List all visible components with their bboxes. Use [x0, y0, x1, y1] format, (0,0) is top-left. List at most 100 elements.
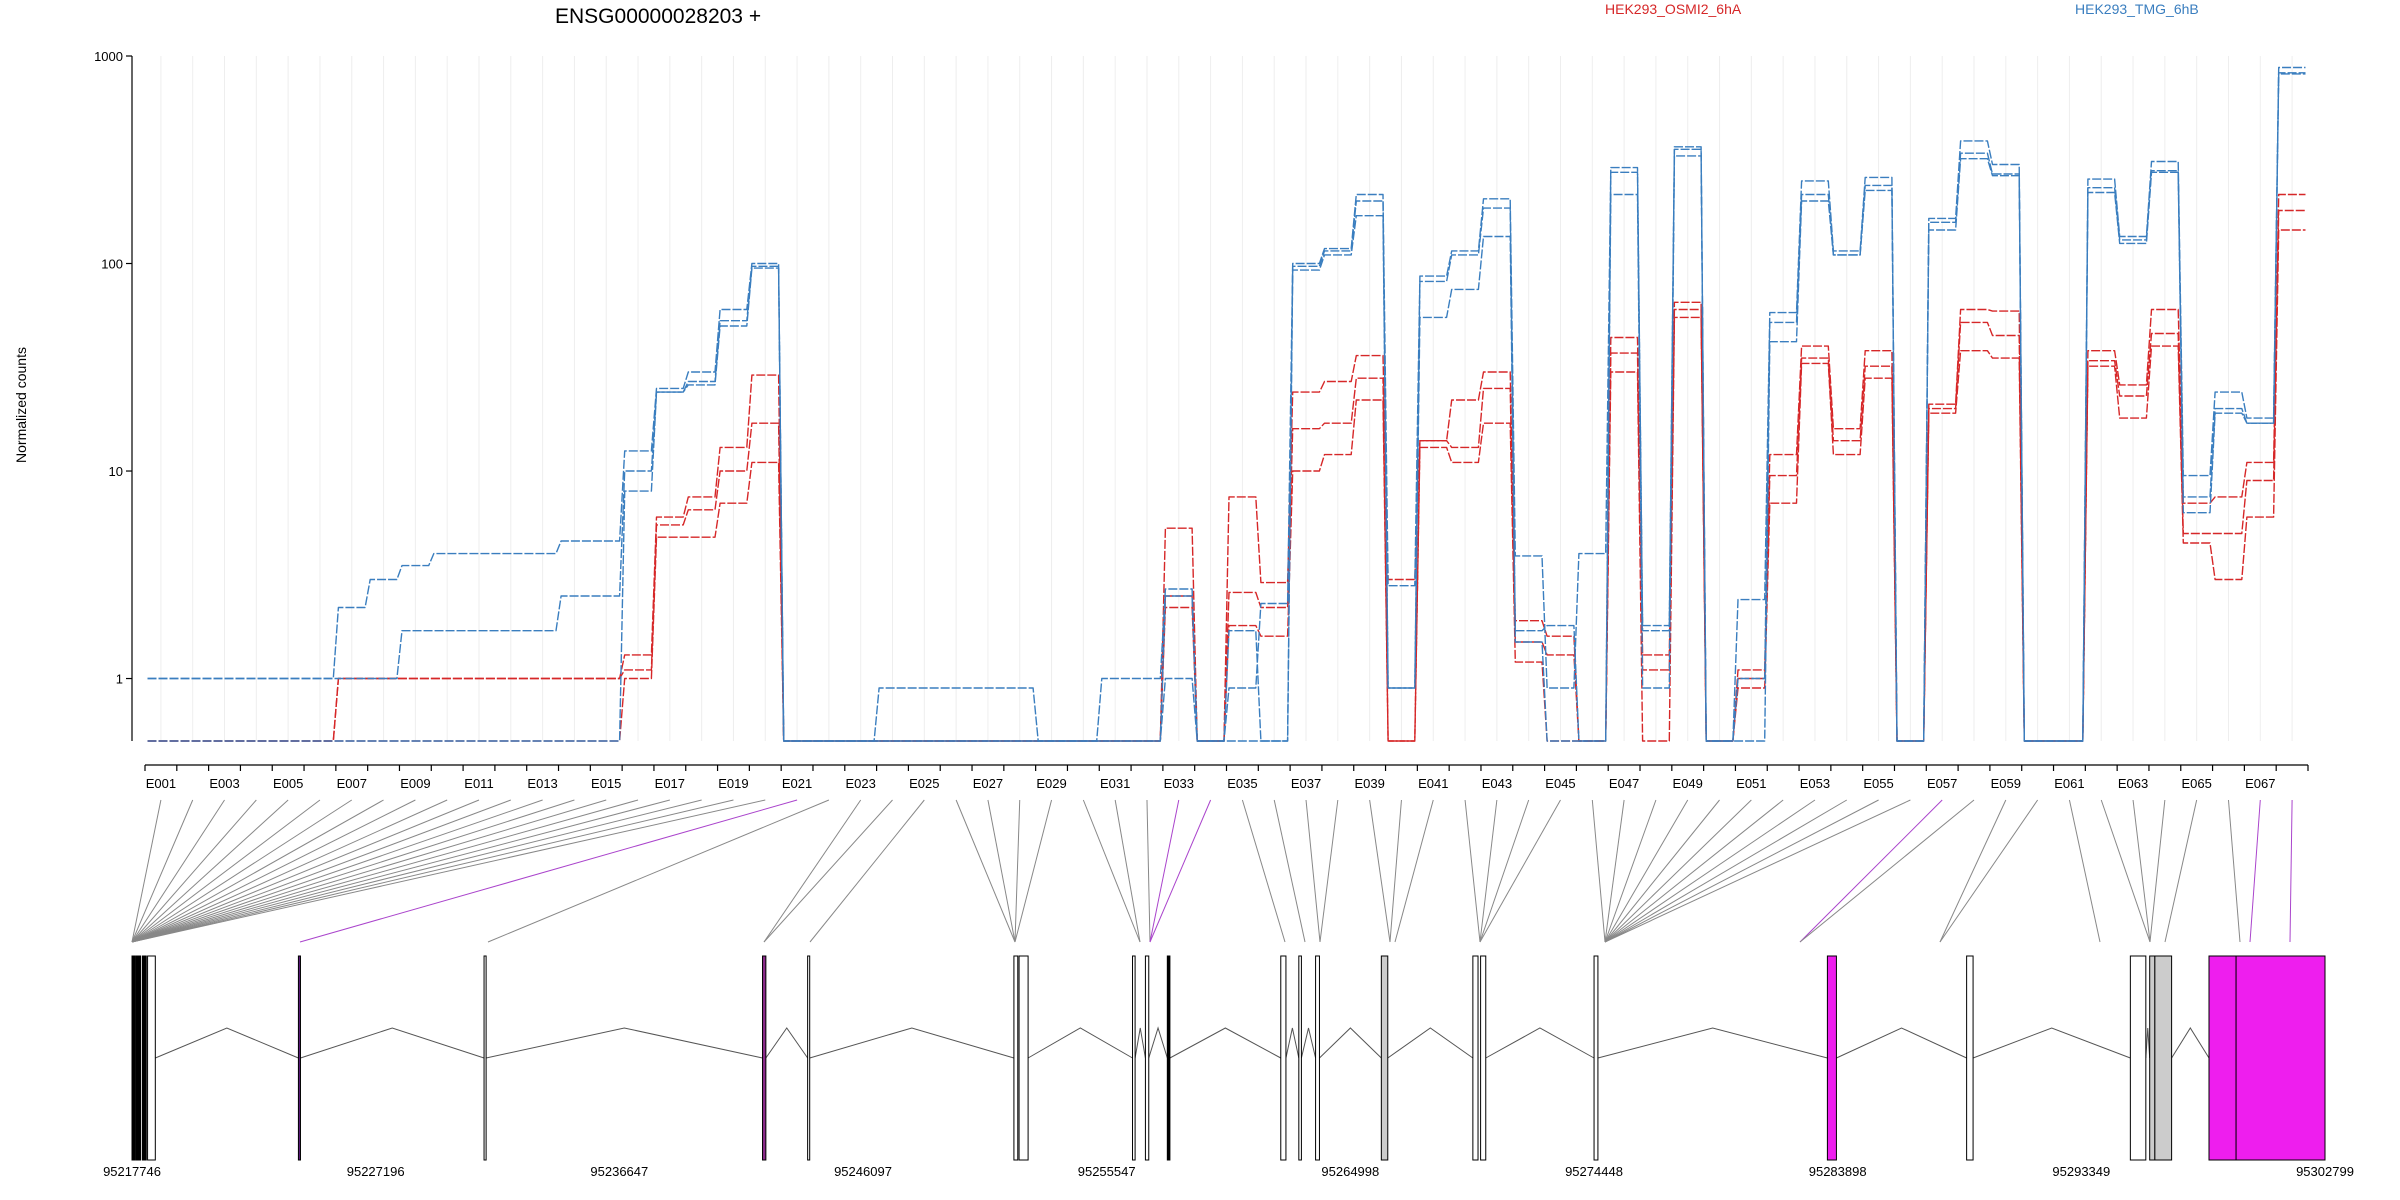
- intron-line: [1300, 1027, 1317, 1059]
- exon-connector: [1604, 799, 1689, 943]
- x-tick-label: E065: [2181, 776, 2211, 791]
- exon-connector: [131, 799, 480, 943]
- count-lines: [147, 66, 2306, 742]
- exon-connector: [131, 799, 384, 943]
- x-tick-label: E035: [1227, 776, 1257, 791]
- x-tick-label: E009: [400, 776, 430, 791]
- exon-connector: [1305, 799, 1321, 943]
- x-tick-label: E005: [273, 776, 303, 791]
- x-tick-label: E051: [1736, 776, 1766, 791]
- exon-block: [762, 955, 767, 1161]
- intron-line: [1027, 1027, 1133, 1059]
- exon-block: [1166, 955, 1171, 1161]
- y-tick-label: 1000: [94, 49, 123, 64]
- intron-line: [765, 1027, 809, 1059]
- exon-connector: [1604, 799, 1625, 943]
- exon-connector: [1389, 799, 1402, 943]
- exon-connector: [1604, 799, 1752, 943]
- genomic-coordinate-axis: 95217746 95227196 95236647 95246097 95255547…: [103, 1164, 2354, 1179]
- exon-connector: [1591, 799, 1606, 943]
- exon-block: [2154, 955, 2173, 1161]
- exon-connector: [1604, 799, 1848, 943]
- exon-block: [1315, 955, 1320, 1161]
- exon-connector: [2164, 799, 2198, 943]
- exon-connector: [1799, 799, 1975, 943]
- exon-connector: [1369, 799, 1391, 943]
- x-tick-label: E053: [1800, 776, 1830, 791]
- exon-connector: [131, 799, 353, 943]
- exon-connector: [1149, 799, 1212, 943]
- intron-line: [1285, 1027, 1300, 1059]
- x-tick-label: E043: [1482, 776, 1512, 791]
- exon-connector: [1939, 799, 2007, 943]
- exon-block: [483, 955, 487, 1161]
- exon-block: [2208, 955, 2237, 1161]
- x-tick-label: E045: [1545, 776, 1575, 791]
- x-tick-label: E003: [209, 776, 239, 791]
- x-tick-label: E011: [464, 776, 493, 791]
- exon-connector: [2100, 799, 2151, 943]
- y-tick-label: 1: [116, 672, 123, 687]
- intron-line: [1387, 1027, 1474, 1059]
- exon-gridlines: [160, 56, 2293, 741]
- genomic-tick-label: 95274448: [1565, 1164, 1623, 1179]
- exon-connector: [1604, 799, 1879, 943]
- exon-connector: [987, 799, 1016, 943]
- x-tick-label: E061: [2054, 776, 2084, 791]
- exon-connector: [487, 799, 830, 943]
- exon-connector: [131, 799, 257, 943]
- exon-connector: [131, 799, 575, 943]
- genomic-tick-label: 95293349: [2052, 1164, 2110, 1179]
- exon-block: [1593, 955, 1599, 1161]
- x-tick-label: E039: [1354, 776, 1384, 791]
- genomic-tick-label: 95217746: [103, 1164, 161, 1179]
- exon-connector: [2227, 799, 2241, 943]
- legend-entry-osmi2: HEK293_OSMI2_6hA: [1605, 1, 1742, 17]
- x-tick-label: E019: [718, 776, 748, 791]
- exon-block: [135, 955, 142, 1161]
- intron-line: [486, 1027, 763, 1059]
- exon-connector-lines: [131, 799, 2293, 943]
- intron-line: [300, 1027, 485, 1059]
- y-tick-label: 100: [101, 257, 123, 272]
- intron-line: [2145, 1027, 2151, 1059]
- replicate-line: [147, 193, 2306, 742]
- exon-connector: [2132, 799, 2151, 943]
- x-tick-label: E057: [1927, 776, 1957, 791]
- exon-block: [1144, 955, 1150, 1161]
- x-tick-label: E059: [1991, 776, 2021, 791]
- exon-connector: [1479, 799, 1530, 943]
- exon-connector: [1479, 799, 1498, 943]
- exon-block: [1480, 955, 1487, 1161]
- x-tick-label: E007: [337, 776, 367, 791]
- exon-connector: [131, 799, 734, 943]
- exon-connector: [763, 799, 893, 943]
- replicate-line: [147, 73, 2306, 742]
- exon-connector: [1604, 799, 1816, 943]
- exon-block: [1298, 955, 1302, 1161]
- replicate-line: [147, 209, 2306, 742]
- intron-line: [155, 1027, 299, 1059]
- exon-connector: [1273, 799, 1306, 943]
- genomic-tick-label: 95264998: [1321, 1164, 1379, 1179]
- replicate-line: [147, 72, 2306, 742]
- exon-connector: [299, 799, 798, 943]
- y-axis: 1 10 100 1000: [94, 49, 133, 741]
- x-tick-label: E049: [1673, 776, 1703, 791]
- x-tick-label: E037: [1291, 776, 1321, 791]
- exon-connector: [2068, 799, 2101, 943]
- exon-connector: [1319, 799, 1339, 943]
- intron-line: [809, 1027, 1015, 1059]
- genomic-tick-label: 95302799: [2296, 1164, 2354, 1179]
- genomic-tick-label: 95283898: [1809, 1164, 1867, 1179]
- exon-block: [1280, 955, 1287, 1161]
- exon-block: [1472, 955, 1479, 1161]
- exon-block: [1380, 955, 1389, 1161]
- intron-line: [1169, 1027, 1282, 1059]
- exon-connector: [1082, 799, 1141, 943]
- exon-connector: [1604, 799, 1720, 943]
- exon-block: [807, 955, 811, 1161]
- exon-connector: [131, 799, 448, 943]
- exon-connector: [131, 799, 670, 943]
